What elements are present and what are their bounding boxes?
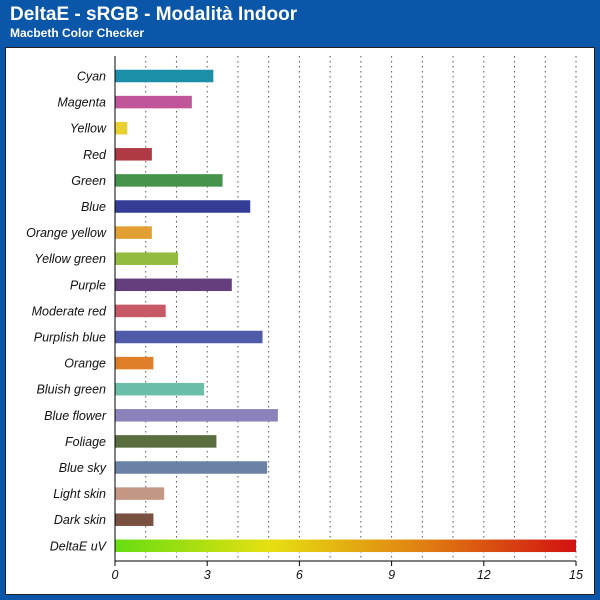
bar-red <box>115 148 152 161</box>
bars <box>115 69 576 553</box>
bar-bluish-green <box>115 382 205 396</box>
bar-foliage <box>115 435 217 448</box>
bar-yellow-green <box>115 252 179 265</box>
x-tick-label: 0 <box>112 568 119 582</box>
category-label: Blue <box>81 200 106 214</box>
bar-yellow <box>115 121 128 135</box>
bar-cyan <box>115 69 214 83</box>
category-label: DeltaE uV <box>50 539 108 553</box>
bar-green <box>115 174 223 187</box>
bar-orange-yellow <box>115 226 152 239</box>
x-tick-label: 3 <box>204 568 211 582</box>
category-label: Yellow green <box>34 252 106 266</box>
category-label: Blue flower <box>44 409 107 423</box>
category-label: Dark skin <box>54 513 106 527</box>
x-tick-label: 12 <box>477 568 491 582</box>
chart-title: DeltaE - sRGB - Modalità Indoor <box>10 4 298 25</box>
category-label: Magenta <box>57 96 106 110</box>
category-label: Yellow <box>70 122 107 136</box>
bar-purplish-blue <box>115 330 263 344</box>
plot-panel: Cyan Magenta Yellow Red Green Blue Orange yell… <box>5 47 595 595</box>
category-label: Purplish blue <box>34 331 106 345</box>
bar-dark-skin <box>115 513 154 526</box>
category-label: Orange yellow <box>26 226 107 240</box>
grid-lines <box>145 56 577 561</box>
x-axis: 0 3 6 9 12 15 <box>112 56 583 582</box>
chart-subtitle: Macbeth Color Checker <box>10 26 145 40</box>
category-label: Foliage <box>65 435 106 449</box>
x-tick-label: 6 <box>296 568 303 582</box>
category-label: Bluish green <box>37 383 107 397</box>
bar-blue-flower <box>115 409 278 422</box>
bar-orange <box>115 356 154 370</box>
bar-magenta <box>115 95 192 109</box>
category-label: Moderate red <box>32 304 107 318</box>
bar-blue-sky <box>115 461 268 474</box>
bar-chart: Cyan Magenta Yellow Red Green Blue Orange yell… <box>26 56 583 582</box>
category-label: Green <box>71 174 106 188</box>
category-label: Red <box>83 148 107 162</box>
bar-moderate-red <box>115 304 166 318</box>
bar-deltae-uv <box>115 539 576 553</box>
category-label: Cyan <box>77 70 106 84</box>
category-label: Orange <box>64 357 106 371</box>
x-tick-label: 15 <box>569 568 583 582</box>
category-labels: Cyan Magenta Yellow Red Green Blue Orange yell… <box>26 70 108 554</box>
category-label: Blue sky <box>59 461 107 475</box>
category-label: Purple <box>70 278 106 292</box>
bar-light-skin <box>115 487 165 500</box>
category-label: Light skin <box>53 487 106 501</box>
bar-blue <box>115 200 251 213</box>
bar-purple <box>115 278 232 292</box>
x-tick-label: 9 <box>388 568 395 582</box>
